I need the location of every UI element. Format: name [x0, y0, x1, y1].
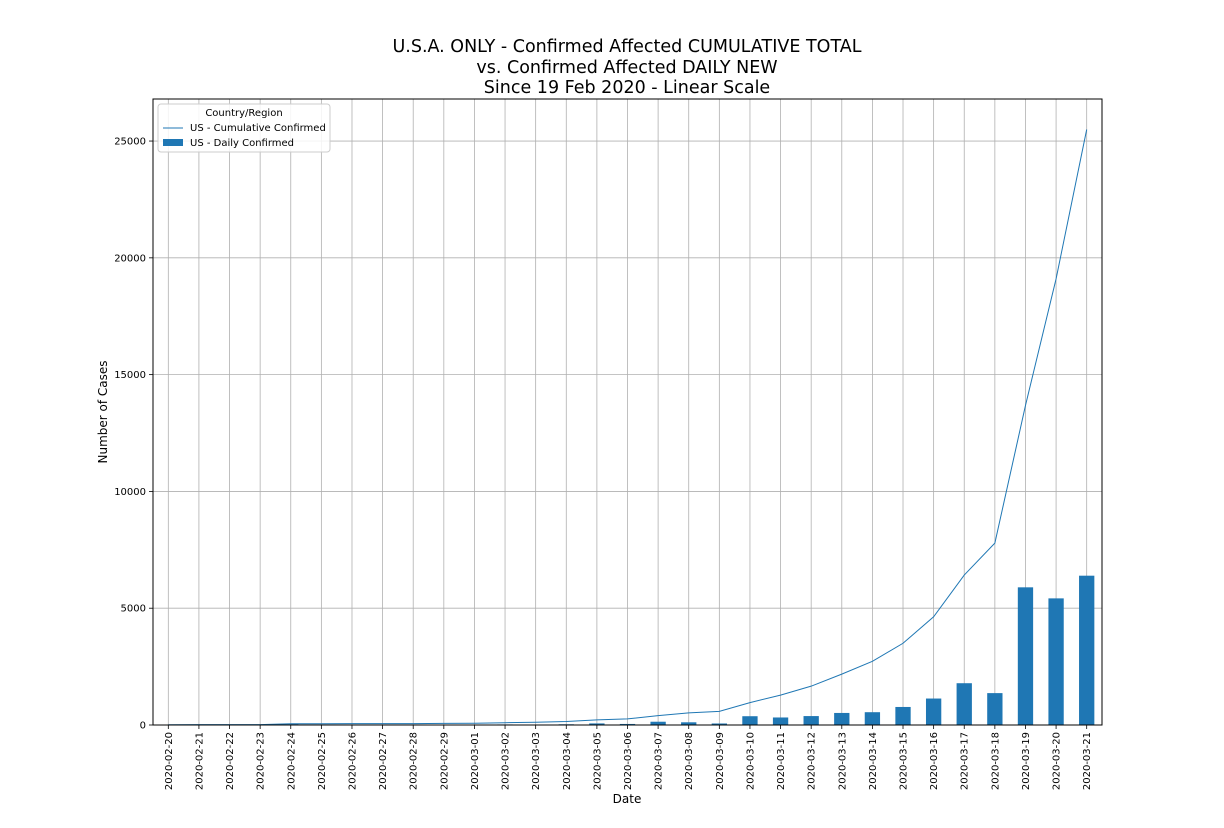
x-tick-label: 2020-03-01: [470, 732, 481, 790]
y-tick-label: 10000: [114, 487, 146, 498]
x-tick-label: 2020-02-27: [378, 732, 389, 790]
legend-title: Country/Region: [205, 108, 282, 119]
x-tick-label: 2020-03-19: [1021, 732, 1032, 790]
daily-bar: [925, 698, 942, 725]
legend-bar-swatch: [163, 139, 183, 146]
daily-bar: [619, 723, 636, 725]
daily-bar: [1048, 598, 1064, 725]
x-tick-label: 2020-02-29: [439, 732, 450, 790]
cumulative-line: [168, 129, 1088, 726]
daily-bar: [956, 683, 972, 725]
x-tick-label: 2020-03-21: [1082, 732, 1093, 790]
x-tick-label: 2020-03-18: [990, 732, 1001, 790]
y-tick-label: 15000: [114, 370, 146, 381]
x-tick-label: 2020-02-20: [164, 732, 175, 790]
x-tick-label: 2020-03-13: [837, 732, 848, 790]
chart-title-line-2: vs. Confirmed Affected DAILY NEW: [476, 58, 777, 78]
y-axis-label: Number of Cases: [96, 360, 110, 463]
x-tick-label: 2020-03-09: [715, 732, 726, 790]
daily-bar: [895, 706, 911, 725]
x-tick-label: 2020-03-16: [929, 732, 940, 790]
cumulative-line-layer: [168, 129, 1088, 726]
daily-bars: [191, 575, 1095, 725]
legend-entry-cumulative: US - Cumulative Confirmed: [190, 123, 326, 134]
x-tick-label: 2020-03-02: [501, 732, 512, 790]
x-tick-label: 2020-03-04: [562, 732, 573, 790]
x-tick-label: 2020-03-08: [684, 732, 695, 790]
x-tick-label: 2020-03-11: [776, 732, 787, 790]
chart-title-line-3: Since 19 Feb 2020 - Linear Scale: [484, 78, 770, 98]
daily-bar: [864, 712, 881, 725]
chart-title-line-1: U.S.A. ONLY - Confirmed Affected CUMULAT…: [392, 37, 861, 57]
x-tick-label: 2020-02-21: [194, 732, 205, 790]
x-tick-label: 2020-03-14: [868, 732, 879, 790]
daily-bar: [987, 693, 1003, 725]
x-tick-label: 2020-03-03: [531, 732, 542, 790]
x-tick-label: 2020-02-25: [317, 732, 328, 790]
x-tick-label: 2020-03-12: [807, 732, 818, 790]
y-tick-label: 5000: [121, 604, 146, 615]
x-tick-label: 2020-02-26: [347, 732, 358, 790]
legend-box: [157, 103, 331, 153]
legend-entry-daily: US - Daily Confirmed: [190, 138, 294, 149]
daily-bar: [742, 716, 758, 725]
daily-bar: [834, 712, 850, 725]
x-tick-label: 2020-02-23: [256, 732, 267, 790]
x-tick-label: 2020-03-06: [623, 732, 634, 790]
x-axis-label: Date: [613, 792, 642, 806]
daily-bar: [772, 717, 789, 725]
daily-bar: [1017, 587, 1034, 725]
daily-bar: [803, 716, 819, 725]
daily-bar: [681, 722, 697, 725]
y-axis-ticks: 0 5000 10000 15000 20000 25000: [114, 137, 153, 732]
chart-title: U.S.A. ONLY - Confirmed Affected CUMULAT…: [392, 37, 861, 98]
x-tick-label: 2020-03-05: [592, 732, 603, 790]
x-tick-label: 2020-02-22: [225, 732, 236, 790]
x-tick-label: 2020-02-28: [409, 732, 420, 790]
x-tick-label: 2020-03-20: [1052, 732, 1063, 790]
daily-bar: [589, 723, 605, 725]
legend: Country/Region US - Cumulative Confirmed…: [157, 103, 331, 153]
y-tick-label: 0: [140, 721, 146, 732]
y-tick-label: 25000: [114, 137, 146, 148]
x-tick-label: 2020-03-07: [654, 732, 665, 790]
x-tick-label: 2020-03-10: [745, 732, 756, 790]
daily-bar: [711, 723, 727, 725]
daily-bar: [650, 721, 666, 725]
daily-bar: [1079, 575, 1095, 725]
x-tick-label: 2020-03-15: [899, 732, 910, 790]
x-tick-label: 2020-02-24: [286, 732, 297, 790]
x-axis-ticks: 2020-02-20 2020-02-21 2020-02-22 2020-02-23…: [164, 725, 1093, 790]
x-tick-label: 2020-03-17: [960, 732, 971, 790]
y-tick-label: 20000: [114, 253, 146, 264]
